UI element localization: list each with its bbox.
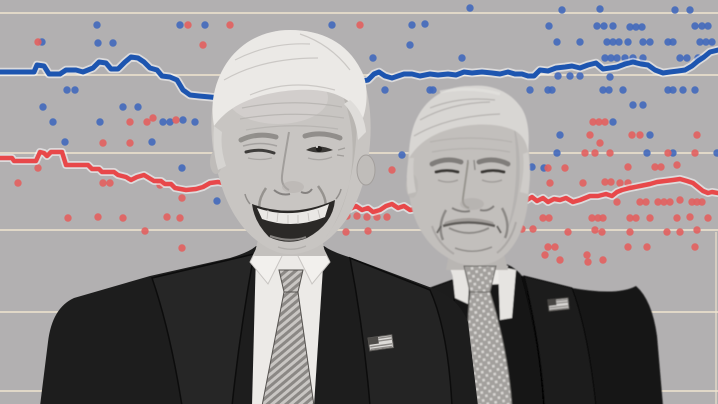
biden-eyebrows bbox=[238, 131, 343, 143]
red-polling-average bbox=[0, 148, 718, 219]
biden-eyes bbox=[242, 142, 346, 161]
trump-eyes bbox=[434, 169, 506, 183]
biden-hair bbox=[212, 30, 367, 126]
joe-biden-portrait bbox=[40, 30, 478, 404]
blue-polling-average bbox=[0, 45, 718, 103]
biden-smile bbox=[244, 188, 342, 242]
trump-head bbox=[406, 85, 530, 266]
biden-tie bbox=[261, 269, 315, 404]
trump-hair bbox=[409, 85, 529, 158]
trump-mouth-frown bbox=[436, 218, 502, 234]
trump-flag-pin bbox=[547, 297, 570, 312]
trump-tie bbox=[463, 265, 513, 404]
biden-head bbox=[210, 30, 376, 255]
biden-nose bbox=[273, 131, 313, 196]
biden-flag-pin bbox=[367, 334, 395, 352]
blue-poll-dots bbox=[38, 4, 718, 205]
trump-eyebrows bbox=[429, 157, 511, 167]
